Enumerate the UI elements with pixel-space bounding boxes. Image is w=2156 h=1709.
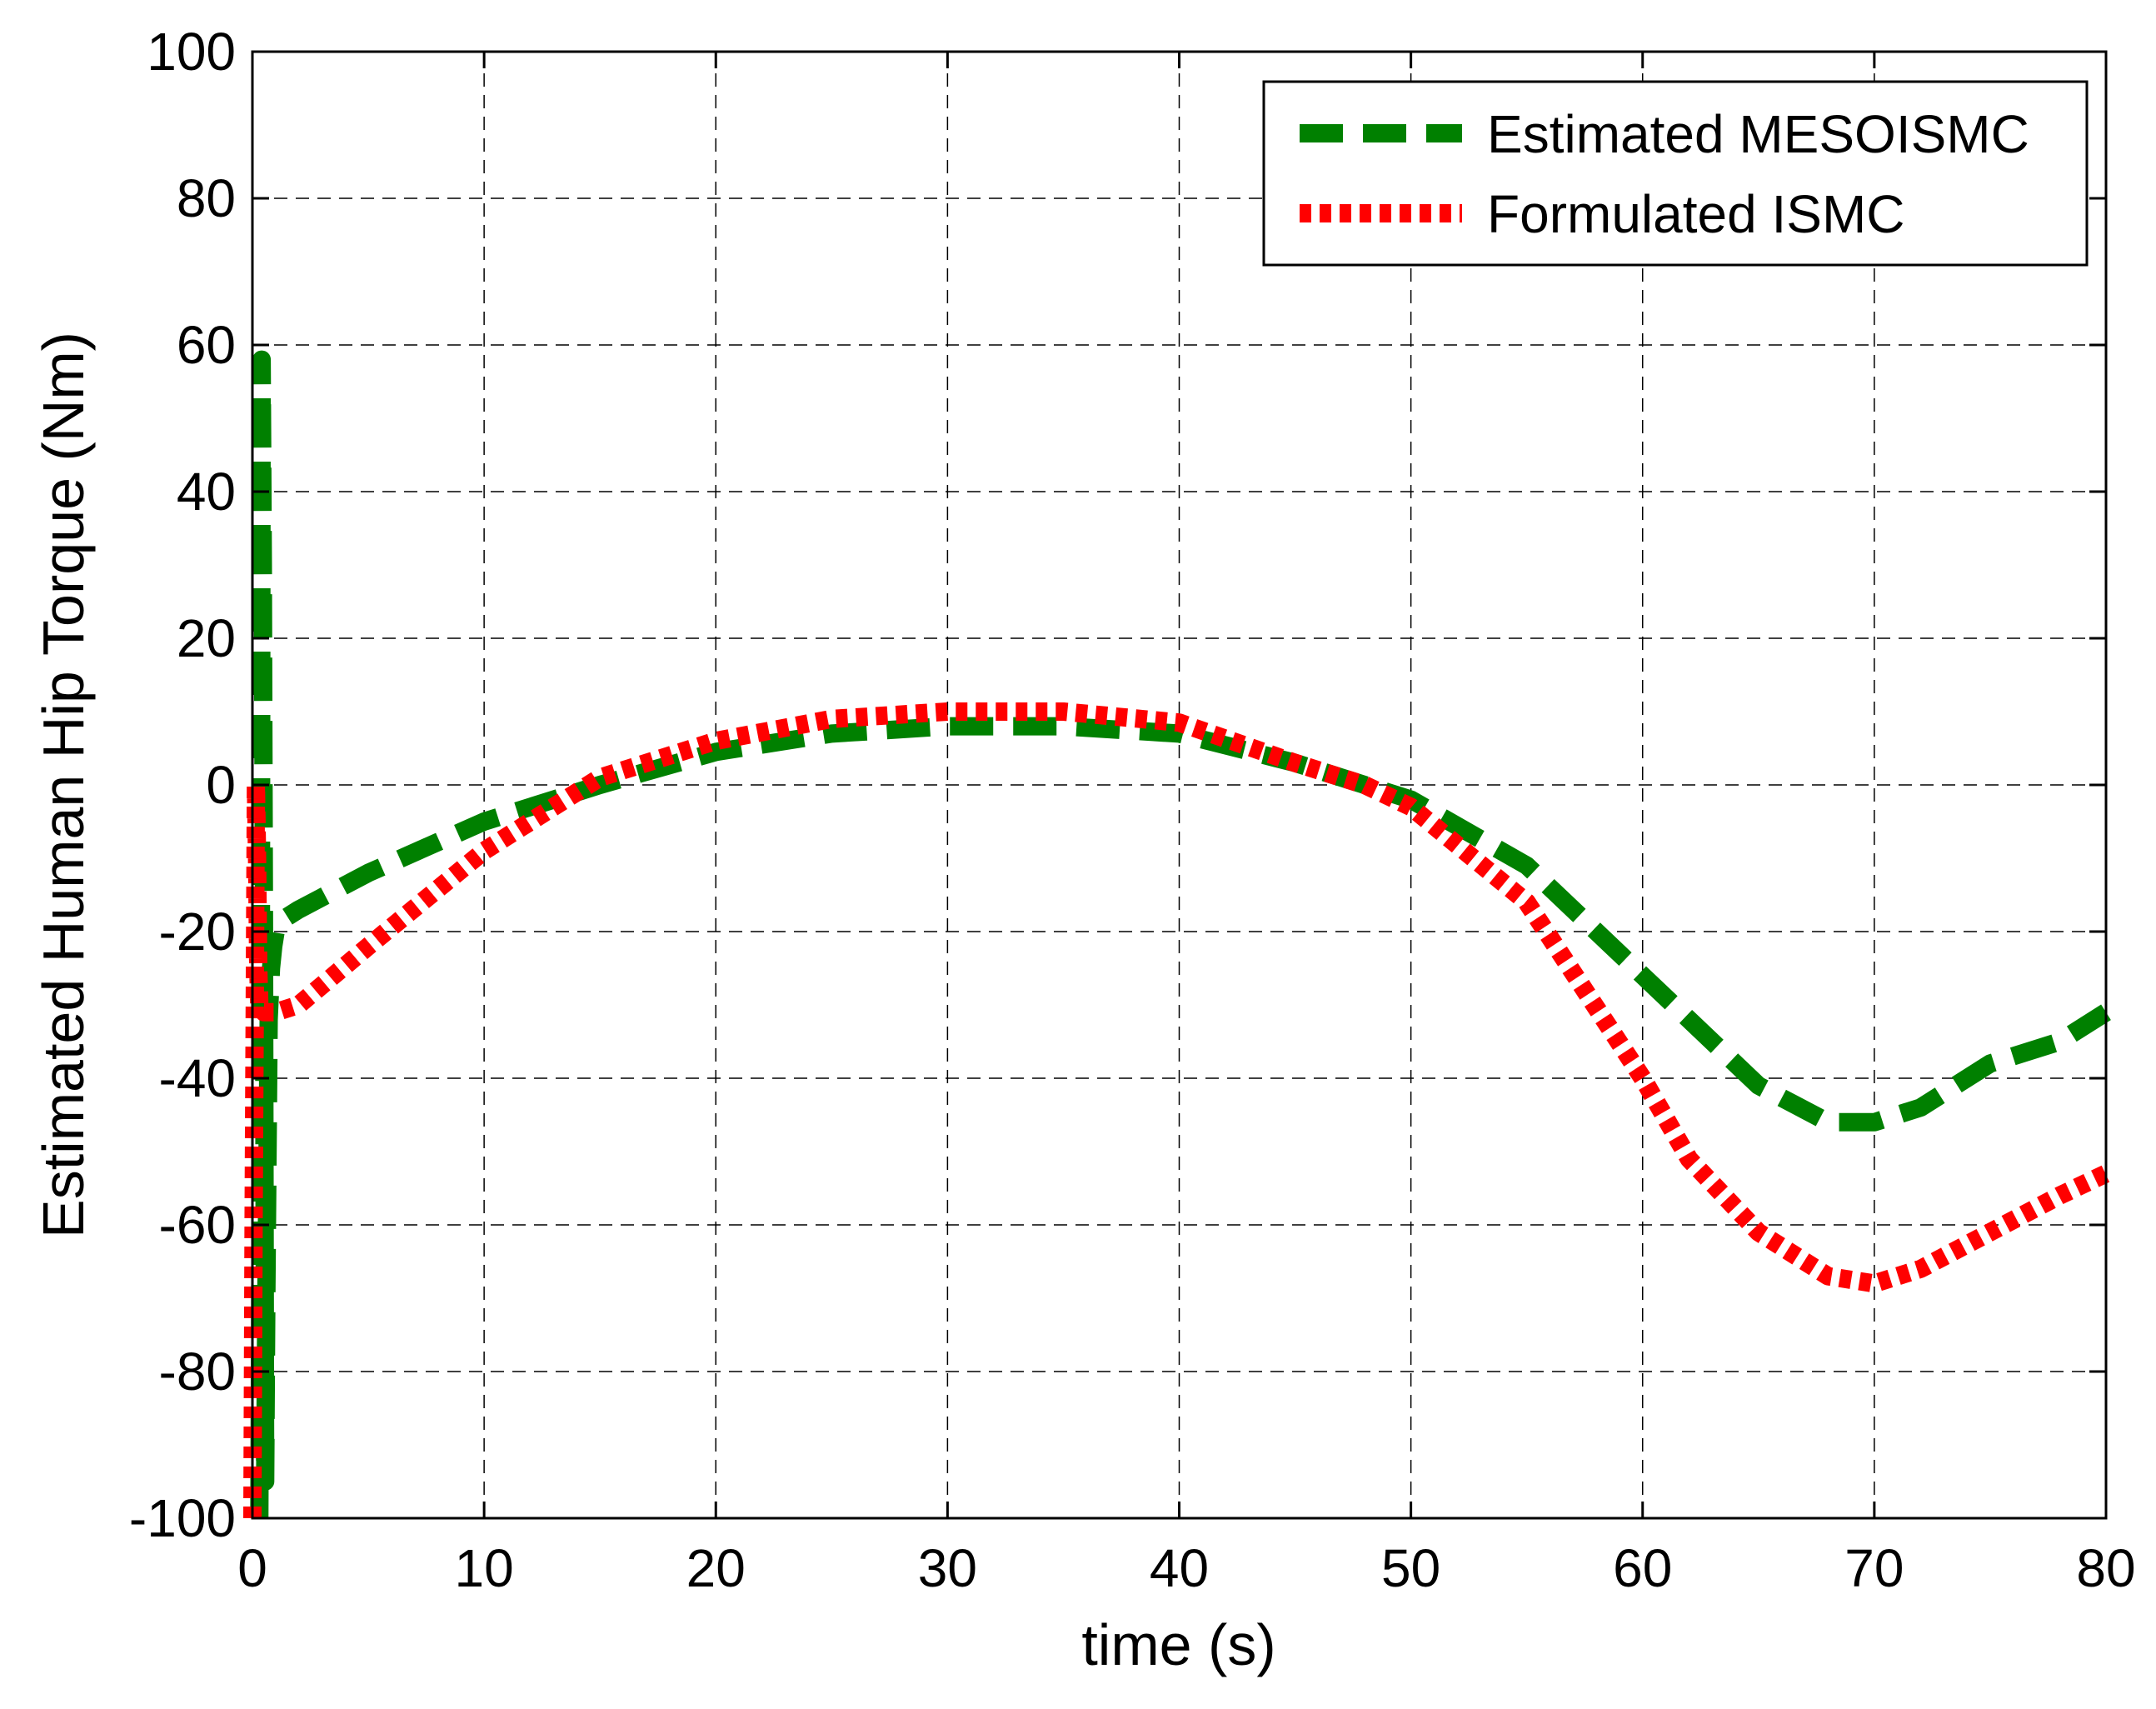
x-tick-label: 10 [455, 1538, 514, 1598]
y-tick-label: 80 [177, 168, 236, 228]
legend-label-ismc: Formulated ISMC [1487, 184, 1904, 244]
x-tick-label: 30 [918, 1538, 977, 1598]
y-tick-label: -80 [159, 1342, 237, 1402]
y-tick-label: 60 [177, 315, 236, 375]
tick-labels: 0 10 20 30 40 50 60 70 80 -100 -80 -60 -40 -20 0 20 40 60… [129, 22, 2136, 1598]
x-tick-label: 0 [237, 1538, 267, 1598]
y-tick-label: 100 [147, 22, 236, 82]
y-tick-label: -100 [129, 1488, 236, 1548]
x-tick-label: 70 [1844, 1538, 1904, 1598]
y-tick-label: -20 [159, 902, 237, 962]
series-line-ismc [243, 702, 2110, 1519]
legend: Estimated MESOISMC Formulated ISMC [1262, 80, 2089, 267]
x-tick-label: 60 [1613, 1538, 1672, 1598]
x-axis-title: time (s) [1081, 1612, 1275, 1677]
x-tick-label: 20 [686, 1538, 746, 1598]
legend-label-mesoismc: Estimated MESOISMC [1487, 104, 2029, 164]
y-tick-label: -60 [159, 1195, 237, 1255]
y-tick-label: -40 [159, 1048, 237, 1108]
y-tick-label: 0 [206, 755, 236, 815]
series-lines [243, 350, 2111, 1519]
x-tick-label: 40 [1150, 1538, 1209, 1598]
y-axis-title: Estimated Human Hip Torque (Nm) [31, 332, 96, 1238]
x-tick-label: 80 [2076, 1538, 2135, 1598]
y-tick-label: 40 [177, 462, 236, 522]
legend-box [1262, 80, 2089, 267]
x-tick-label: 50 [1381, 1538, 1440, 1598]
series-line-mesoismc [250, 350, 2111, 1519]
ticks [251, 50, 2108, 1520]
y-tick-label: 20 [177, 608, 236, 668]
